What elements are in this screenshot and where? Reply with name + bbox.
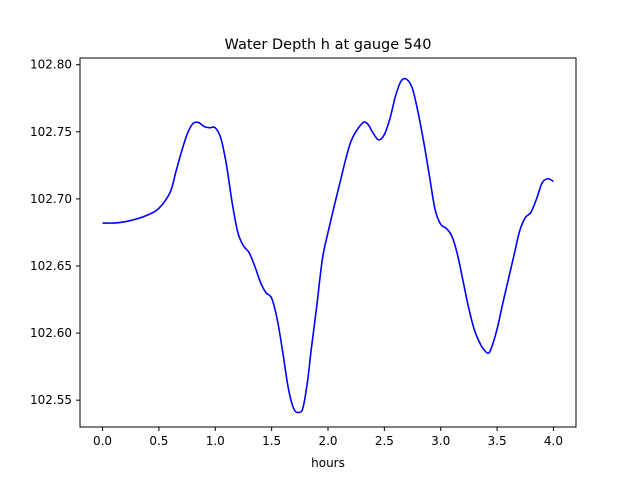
x-tick-label: 3.5	[488, 434, 507, 448]
y-tick-label: 102.65	[30, 259, 72, 273]
y-tick-label: 102.80	[30, 58, 72, 72]
x-tick-label: 1.0	[206, 434, 225, 448]
x-tick-label: 0.0	[93, 434, 112, 448]
x-axis: 0.0 0.5 1.0 1.5 2.0 2.5 3.0 3.5 4.0	[93, 427, 563, 448]
x-tick-label: 2.0	[318, 434, 337, 448]
y-tick-label: 102.70	[30, 192, 72, 206]
plot-area: 0.0 0.5 1.0 1.5 2.0 2.5 3.0 3.5 4.0 102.55 102.60…	[30, 57, 577, 448]
x-tick-label: 3.0	[431, 434, 450, 448]
y-tick-label: 102.60	[30, 326, 72, 340]
series-line	[102, 77, 554, 414]
x-tick-label: 2.5	[375, 434, 394, 448]
y-tick-label: 102.55	[30, 393, 72, 407]
x-tick-label: 1.5	[262, 434, 281, 448]
series-group	[102, 77, 554, 414]
chart-title: Water Depth h at gauge 540	[225, 37, 432, 53]
x-axis-label: hours	[311, 456, 345, 470]
y-axis: 102.55 102.60 102.65 102.70 102.75 102.80	[30, 58, 80, 407]
y-tick-label: 102.75	[30, 125, 72, 139]
x-tick-label: 4.0	[544, 434, 563, 448]
x-tick-label: 0.5	[149, 434, 168, 448]
